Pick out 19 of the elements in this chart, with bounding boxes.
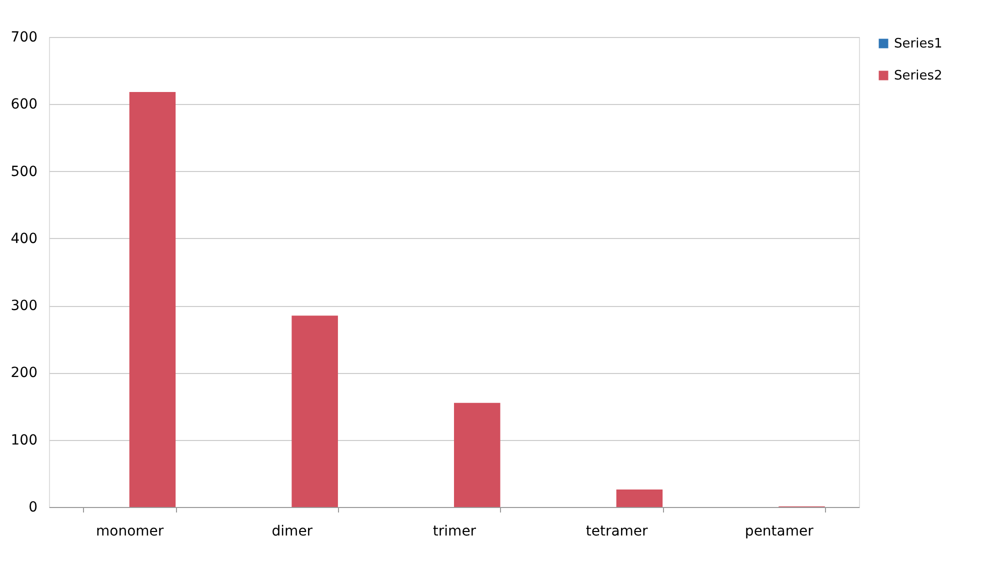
x-tick-label: tetramer [586,524,648,540]
y-tick-label: 600 [10,96,38,113]
y-tick-label: 0 [28,500,38,516]
x-tick-label: monomer [96,524,164,540]
y-tick-label: 100 [10,432,38,448]
y-tick-label: 200 [10,365,38,382]
legend-label: Series2 [894,68,942,84]
y-tick-label: 300 [10,298,38,314]
bar [292,316,338,507]
x-tick-label: pentamer [744,524,814,540]
x-tick-label: trimer [432,524,476,540]
bar [616,490,663,507]
x-tick-label: dimer [272,524,313,540]
bar [129,92,176,507]
legend-label: Series1 [894,36,942,52]
y-tick-label: 400 [10,230,38,247]
y-tick-label: 700 [10,30,38,46]
bar [454,402,500,507]
y-tick-label: 500 [10,164,38,180]
